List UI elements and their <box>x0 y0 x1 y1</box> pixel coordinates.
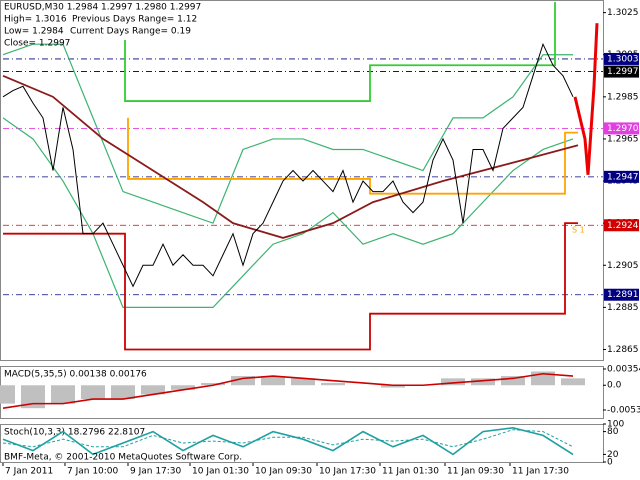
copyright: BMF-Meta, © 2001-2010 MetaQuotes Softwar… <box>4 453 242 463</box>
histogram-bar <box>441 378 465 386</box>
panel-frame <box>0 0 604 361</box>
histogram-bar <box>291 378 315 386</box>
level-label: 1.2947 <box>607 172 639 182</box>
price-line <box>573 23 599 175</box>
histogram-bar <box>501 376 525 386</box>
y-tick-label: 1.3025 <box>607 8 639 18</box>
x-tick-label: 7 Jan 10:00 <box>67 467 119 477</box>
x-tick-label: 10 Jan 01:30 <box>192 467 249 477</box>
histogram-bar <box>201 382 225 386</box>
y-tick-label: 0.00354 <box>607 364 640 374</box>
x-tick-label: 10 Jan 17:30 <box>319 467 376 477</box>
histogram-bar <box>21 385 45 409</box>
x-tick-label: 11 Jan 09:30 <box>447 467 504 477</box>
y-tick-label: 100 <box>607 420 624 430</box>
chart-title: EURUSD,M30 1.2984 1.2997 1.2980 1.2997 <box>4 3 201 13</box>
histogram-bar <box>261 376 285 386</box>
level-label: 1.2997 <box>607 67 639 77</box>
panel-title: Stoch(10,3,3) 18.2796 22.8107 <box>4 428 145 438</box>
x-tick-label: 9 Jan 17:30 <box>130 467 182 477</box>
y-tick-label: 1.2865 <box>607 345 639 355</box>
price-line <box>124 2 556 102</box>
level-tag <box>604 219 639 232</box>
level-label: 1.2970 <box>607 124 639 134</box>
y-tick-label: 0 <box>607 458 613 468</box>
annotation: S 1 <box>572 226 585 235</box>
level-label: 1.3003 <box>607 54 639 64</box>
y-tick-label: 20 <box>607 450 619 460</box>
y-tick-label: 1.2905 <box>607 261 639 271</box>
level-label: 1.2924 <box>607 221 639 231</box>
level-label: 1.2891 <box>607 290 639 300</box>
y-tick-label: 1.2965 <box>607 134 639 144</box>
price-line <box>2 42 574 288</box>
panel-title: MACD(5,35,5) 0.00138 0.00176 <box>4 370 147 380</box>
indicator-line <box>2 429 574 448</box>
level-tag <box>604 65 639 78</box>
level-tag <box>604 170 639 183</box>
indicator-line <box>2 426 574 456</box>
price-line <box>3 222 578 351</box>
y-tick-label: 1.2885 <box>607 303 639 313</box>
x-tick-label: 11 Jan 01:30 <box>382 467 439 477</box>
y-tick-label: -0.00539 <box>607 406 640 416</box>
histogram-bar <box>111 385 135 400</box>
x-tick-label: 10 Jan 09:30 <box>255 467 312 477</box>
histogram-bar <box>561 378 585 386</box>
level-tag <box>604 52 639 65</box>
histogram-bar <box>231 376 255 386</box>
info-text: Close= 1.2997 <box>4 39 70 49</box>
panel-frame <box>0 424 604 463</box>
level-tag <box>604 288 639 301</box>
histogram-bar <box>321 382 345 386</box>
histogram-bar <box>0 385 15 404</box>
info-text: Current Days Range= 0.19 <box>70 27 191 37</box>
price-line <box>2 43 573 224</box>
info-text: High= 1.3016 <box>4 15 67 25</box>
info-text: Low= 1.2984 <box>4 27 64 37</box>
x-tick-label: 11 Jan 17:30 <box>512 467 569 477</box>
level-tag <box>604 122 639 135</box>
histogram-bar <box>471 378 495 386</box>
histogram-bar <box>141 385 165 395</box>
histogram-bar <box>81 385 105 400</box>
y-tick-label: 1.2985 <box>607 92 639 102</box>
histogram-bar <box>171 385 195 390</box>
price-line <box>127 117 578 195</box>
indicator-line <box>2 372 574 410</box>
price-line <box>2 74 579 239</box>
y-tick-label: 80 <box>607 427 619 437</box>
price-line <box>2 117 574 308</box>
info-text: Previous Days Range= 1.12 <box>72 15 197 25</box>
x-tick-label: 7 Jan 2011 <box>5 467 53 477</box>
histogram-bar <box>51 385 75 404</box>
histogram-bar <box>381 385 405 388</box>
y-tick-label: 0.0 <box>607 381 622 391</box>
